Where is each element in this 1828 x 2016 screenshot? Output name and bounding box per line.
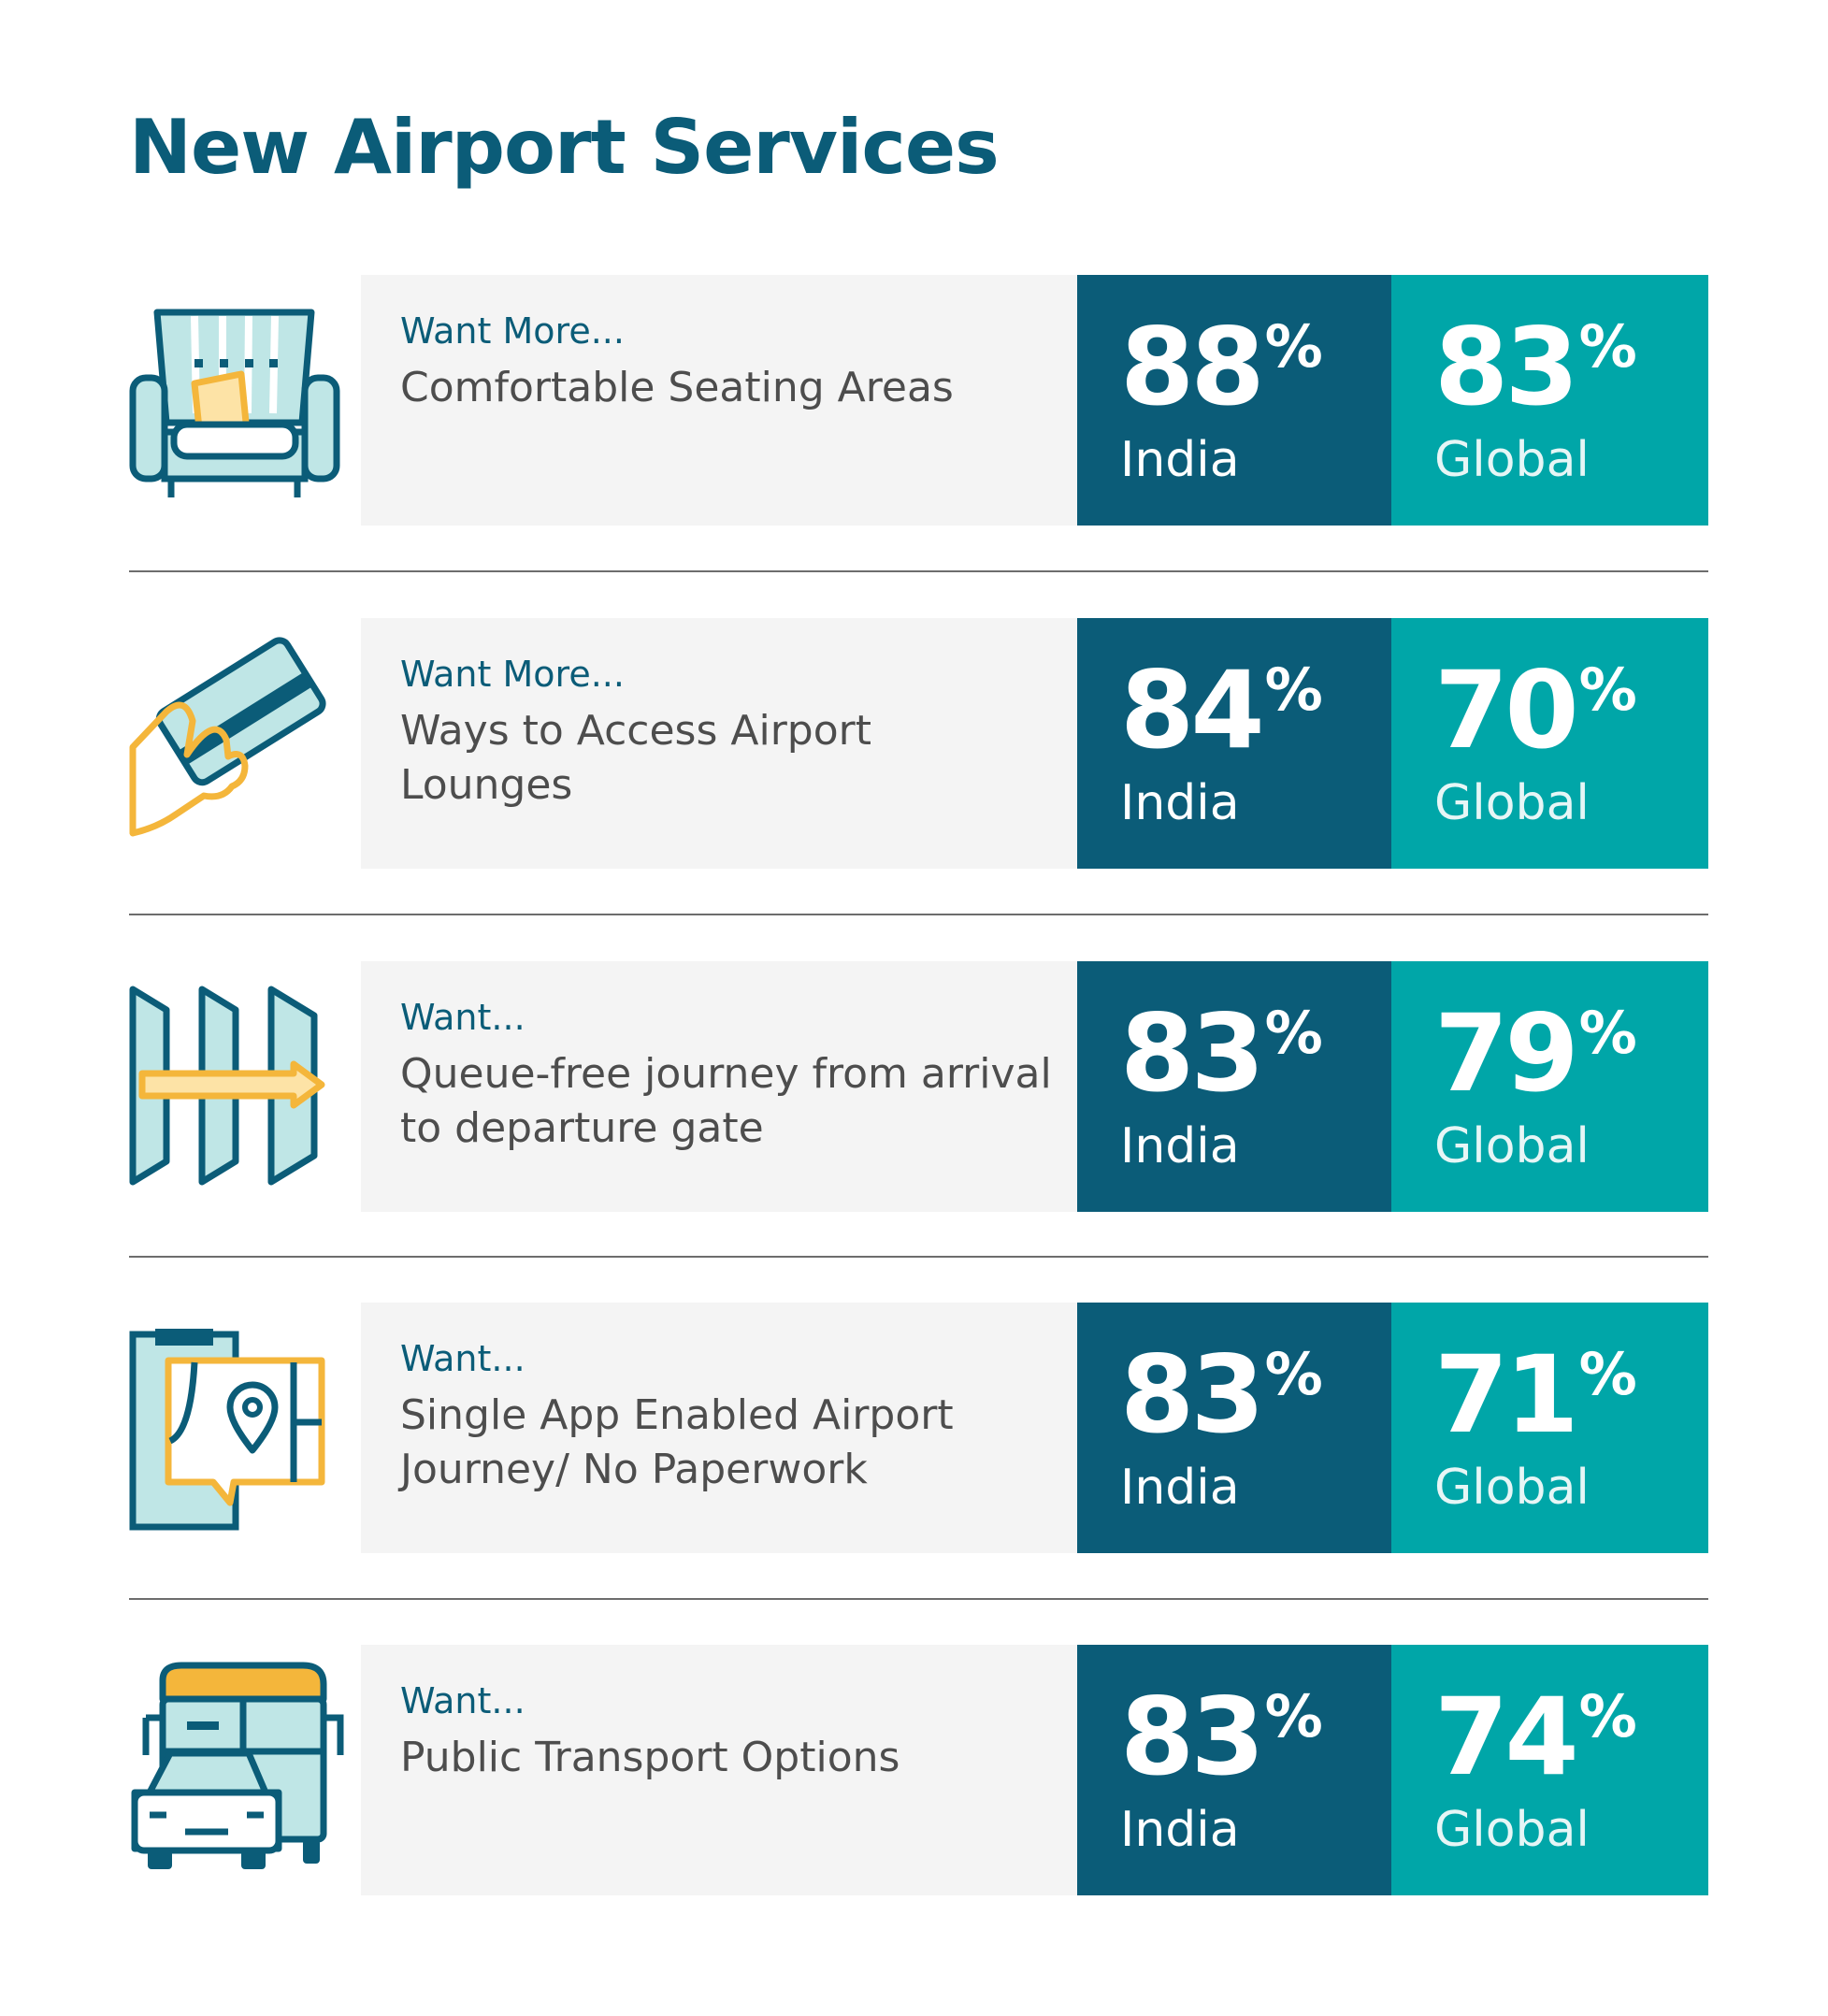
percent-sign: %: [1578, 1682, 1637, 1750]
service-prefix: Want More...: [400, 654, 625, 695]
bus-and-car-icon: [129, 1662, 344, 1877]
india-stat: 83% India: [1077, 1645, 1391, 1895]
service-prefix: Want...: [400, 1338, 525, 1379]
global-stat: 74% Global: [1391, 1645, 1708, 1895]
global-percent-value: 71: [1434, 1332, 1579, 1457]
india-label: India: [1120, 432, 1240, 488]
service-label: Single App Enabled Airport Journey/ No P…: [400, 1391, 954, 1493]
india-label: India: [1120, 1802, 1240, 1858]
india-percent-value: 84: [1120, 648, 1265, 772]
service-label: Public Transport Options: [400, 1734, 900, 1781]
global-label: Global: [1434, 1460, 1590, 1516]
row-divider: [129, 1598, 1708, 1600]
service-text-box: Want More... Ways to Access Airport Loun…: [361, 618, 1077, 869]
global-percent-value: 74: [1434, 1675, 1579, 1799]
service-text-box: Want... Public Transport Options: [361, 1645, 1077, 1895]
card-in-hand-icon: [129, 635, 344, 850]
service-label: Comfortable Seating Areas: [400, 364, 954, 411]
global-percent-value: 79: [1434, 991, 1579, 1116]
india-stat: 84% India: [1077, 618, 1391, 869]
service-label: Queue-free journey from arrival to depar…: [400, 1050, 1052, 1152]
global-label: Global: [1434, 775, 1590, 831]
india-stat: 83% India: [1077, 961, 1391, 1212]
india-percent-value: 83: [1120, 1332, 1265, 1457]
india-label: India: [1120, 775, 1240, 831]
india-stat: 88% India: [1077, 275, 1391, 526]
percent-sign: %: [1264, 312, 1323, 381]
service-label: Ways to Access Airport Lounges: [400, 707, 871, 809]
percent-sign: %: [1578, 312, 1637, 381]
percent-sign: %: [1264, 999, 1323, 1067]
service-text-box: Want More... Comfortable Seating Areas: [361, 275, 1077, 526]
global-percent-value: 83: [1434, 305, 1579, 429]
percent-sign: %: [1264, 655, 1323, 724]
armchair-icon: [129, 292, 344, 507]
india-percent-value: 83: [1120, 1675, 1265, 1799]
service-text-box: Want... Single App Enabled Airport Journ…: [361, 1303, 1077, 1553]
page-title: New Airport Services: [129, 104, 1000, 191]
percent-sign: %: [1578, 999, 1637, 1067]
global-stat: 83% Global: [1391, 275, 1708, 526]
percent-sign: %: [1578, 655, 1637, 724]
global-stat: 71% Global: [1391, 1303, 1708, 1553]
percent-sign: %: [1264, 1682, 1323, 1750]
service-row-single-app: Want... Single App Enabled Airport Journ…: [0, 1303, 1828, 1553]
india-percent-value: 83: [1120, 991, 1265, 1116]
service-text-box: Want... Queue-free journey from arrival …: [361, 961, 1077, 1212]
global-stat: 70% Global: [1391, 618, 1708, 869]
global-percent-value: 70: [1434, 648, 1579, 772]
global-stat: 79% Global: [1391, 961, 1708, 1212]
global-label: Global: [1434, 1802, 1590, 1858]
service-row-lounges: Want More... Ways to Access Airport Loun…: [0, 618, 1828, 869]
phone-map-icon: [129, 1319, 344, 1534]
service-prefix: Want...: [400, 1680, 525, 1721]
row-divider: [129, 914, 1708, 915]
service-row-public-transport: Want... Public Transport Options 83% Ind…: [0, 1645, 1828, 1895]
gates-arrow-icon: [129, 978, 344, 1193]
service-prefix: Want...: [400, 997, 525, 1038]
service-row-queue-free: Want... Queue-free journey from arrival …: [0, 961, 1828, 1212]
row-divider: [129, 570, 1708, 572]
service-row-seating: Want More... Comfortable Seating Areas 8…: [0, 275, 1828, 526]
global-label: Global: [1434, 432, 1590, 488]
india-label: India: [1120, 1460, 1240, 1516]
india-stat: 83% India: [1077, 1303, 1391, 1553]
percent-sign: %: [1264, 1340, 1323, 1408]
service-prefix: Want More...: [400, 310, 625, 352]
global-label: Global: [1434, 1118, 1590, 1174]
india-label: India: [1120, 1118, 1240, 1174]
percent-sign: %: [1578, 1340, 1637, 1408]
india-percent-value: 88: [1120, 305, 1265, 429]
row-divider: [129, 1256, 1708, 1258]
